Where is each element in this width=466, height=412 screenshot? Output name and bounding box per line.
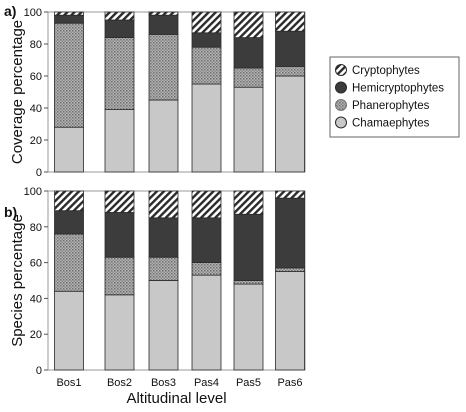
legend-label-hemicryptophytes: Hemicryptophytes	[352, 83, 444, 95]
y-tick-label-1-100: 100	[24, 7, 42, 19]
bar-1-bos2-phanerophytes	[104, 37, 135, 110]
legend-box	[329, 56, 460, 138]
bar-1-pas6-chamaephytes	[275, 75, 305, 173]
bar-2-bos3-chamaephytes	[148, 280, 179, 371]
legend-label-phanerophytes: Phanerophytes	[352, 100, 430, 112]
bar-2-bos2-hemicryptophytes	[104, 212, 135, 258]
y-tick-label-1-60: 60	[30, 71, 42, 83]
bar-2-pas5-phanerophytes	[233, 280, 264, 285]
bar-1-pas4-phanerophytes	[191, 46, 222, 85]
y-tick-label-1-40: 40	[30, 103, 42, 115]
y-tick-label-2-20: 20	[30, 329, 42, 341]
bar-2-bos3-phanerophytes	[148, 256, 179, 281]
bar-1-bos2-hemicryptophytes	[104, 19, 135, 39]
bar-2-pas6-phanerophytes	[275, 267, 305, 272]
panel-label-2: b)	[4, 204, 17, 220]
bar-1-bos3-cryptophytes	[148, 11, 179, 16]
bar-1-bos3-phanerophytes	[148, 34, 179, 101]
panel-label-1: a)	[4, 3, 16, 19]
bar-1-pas5-phanerophytes	[233, 67, 264, 88]
bar-2-pas5-cryptophytes	[233, 190, 264, 215]
bar-2-bos2-phanerophytes	[104, 256, 135, 296]
bar-2-bos3-cryptophytes	[148, 190, 179, 219]
x-tick-label-bos1: Bos1	[56, 377, 81, 389]
legend-cryptophytes-icon	[335, 64, 347, 76]
bar-1-pas6-phanerophytes	[275, 66, 305, 77]
bar-2-bos1-chamaephytes	[54, 290, 84, 371]
bar-1-bos3-hemicryptophytes	[148, 14, 179, 35]
bar-1-bos1-hemicryptophytes	[54, 14, 84, 24]
y-tick-label-1-80: 80	[30, 39, 42, 51]
bar-1-pas6-hemicryptophytes	[275, 30, 305, 67]
y-axis-label-2: Species percentage	[9, 214, 26, 347]
legend-label-cryptophytes: Cryptophytes	[352, 65, 420, 77]
y-tick-label-2-80: 80	[30, 222, 42, 234]
x-tick-label-bos3: Bos3	[151, 377, 176, 389]
x-axis-label: Altitudinal level	[126, 390, 226, 407]
bar-2-bos1-hemicryptophytes	[54, 210, 84, 235]
y-tick-label-2-60: 60	[30, 258, 42, 270]
legend-label-chamaephytes: Chamaephytes	[352, 118, 430, 130]
legend-hemicryptophytes-icon	[335, 81, 347, 94]
bar-2-pas4-hemicryptophytes	[191, 217, 222, 264]
legend-phanerophytes-icon	[335, 99, 347, 111]
bar-1-bos3-chamaephytes	[148, 99, 179, 173]
x-tick-label-pas4: Pas4	[194, 377, 219, 389]
bar-1-pas4-chamaephytes	[191, 83, 222, 173]
y-tick-label-2-0: 0	[36, 365, 42, 377]
bar-2-pas4-phanerophytes	[191, 262, 222, 276]
bar-2-pas6-cryptophytes	[275, 190, 305, 199]
bar-2-pas4-chamaephytes	[191, 274, 222, 371]
bar-2-pas6-chamaephytes	[275, 271, 305, 371]
y-tick-label-2-100: 100	[24, 186, 42, 198]
y-tick-label-1-20: 20	[30, 135, 42, 147]
y-tick-label-2-40: 40	[30, 293, 42, 305]
y-axis-label-1: Coverage percentage	[9, 20, 26, 164]
bar-1-bos2-chamaephytes	[104, 109, 135, 173]
x-tick-label-bos2: Bos2	[107, 377, 132, 389]
bar-1-pas4-cryptophytes	[191, 11, 222, 34]
bar-1-pas5-cryptophytes	[233, 11, 264, 39]
bar-1-pas4-hemicryptophytes	[191, 32, 222, 48]
bar-1-pas5-hemicryptophytes	[233, 37, 264, 69]
bar-1-pas5-chamaephytes	[233, 86, 264, 173]
bar-1-bos1-phanerophytes	[54, 22, 84, 128]
bar-1-bos1-cryptophytes	[54, 11, 84, 16]
bar-2-bos3-hemicryptophytes	[148, 217, 179, 258]
legend-chamaephytes-icon	[335, 116, 347, 129]
bar-1-bos1-chamaephytes	[54, 126, 84, 173]
bar-2-bos2-cryptophytes	[104, 190, 135, 213]
bar-2-bos1-phanerophytes	[54, 233, 84, 292]
y-tick-label-1-0: 0	[36, 167, 42, 179]
bar-2-pas5-hemicryptophytes	[233, 213, 264, 281]
bar-1-pas6-cryptophytes	[275, 11, 305, 32]
x-tick-label-pas5: Pas5	[236, 377, 261, 389]
bar-2-bos2-chamaephytes	[104, 294, 135, 371]
bar-2-pas5-chamaephytes	[233, 283, 264, 371]
bar-2-bos1-cryptophytes	[54, 190, 84, 212]
bar-1-bos2-cryptophytes	[104, 11, 135, 21]
bar-2-pas6-hemicryptophytes	[275, 197, 305, 269]
x-tick-label-pas6: Pas6	[277, 377, 302, 389]
bar-2-pas4-cryptophytes	[191, 190, 222, 219]
